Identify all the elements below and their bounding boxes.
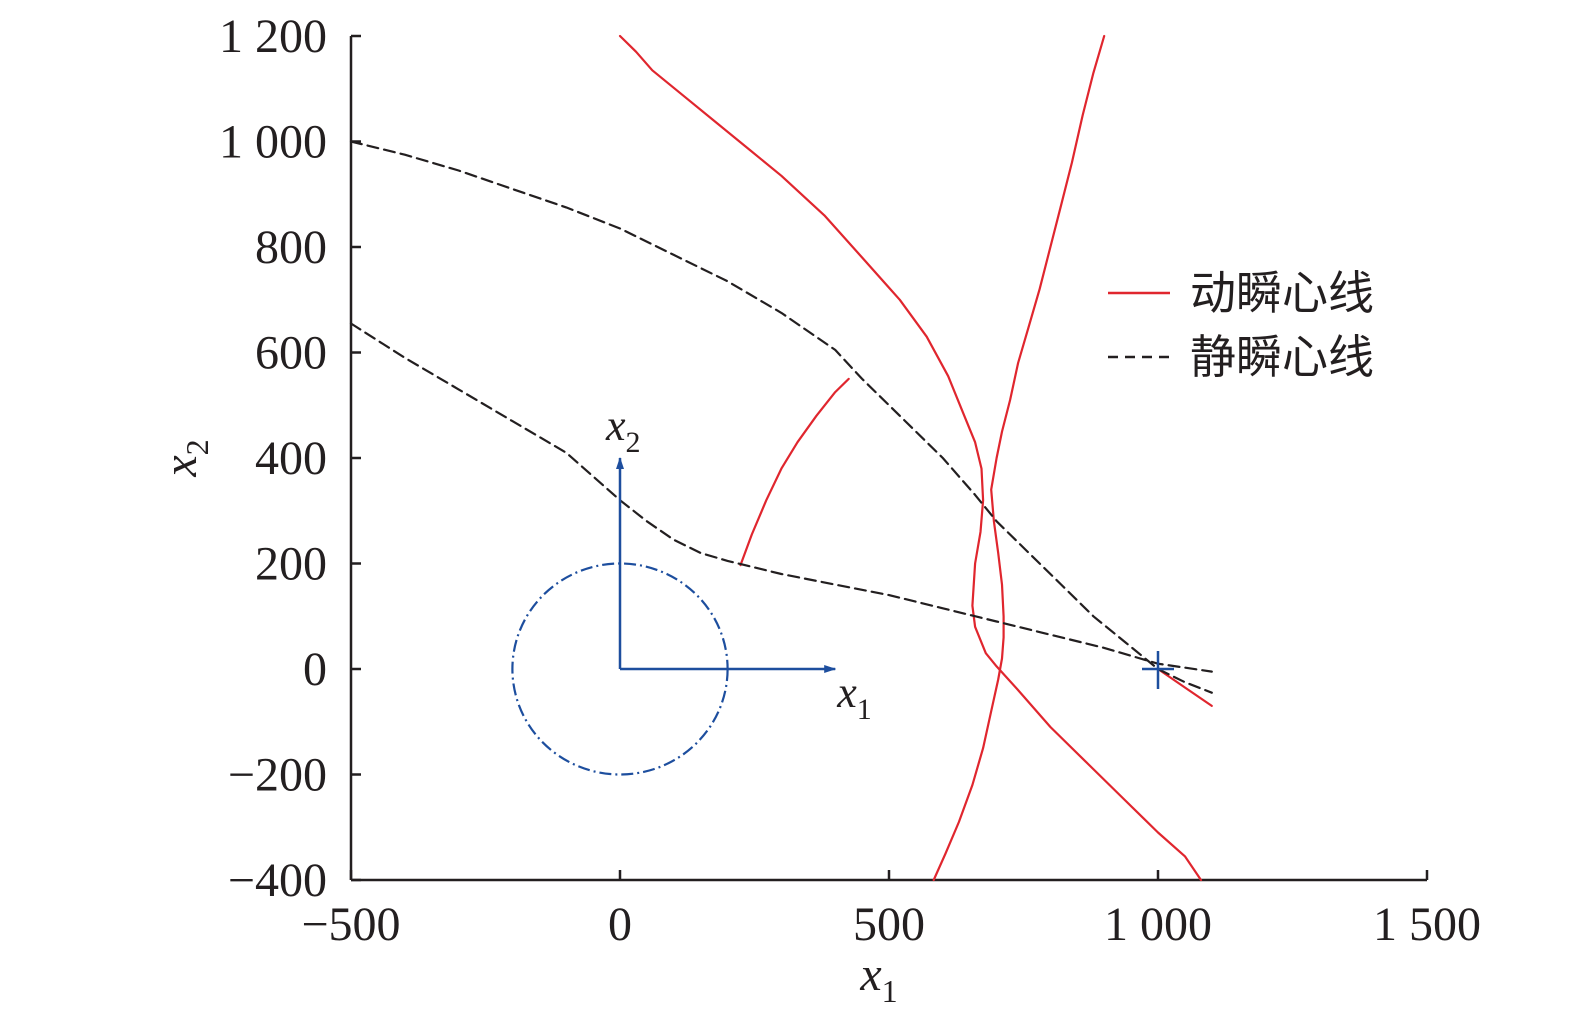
x-tick-label: 0	[608, 898, 632, 951]
inset-x-label: x1	[836, 668, 872, 726]
inset-y-label: x2	[605, 401, 641, 459]
y-tick-label: 400	[255, 432, 327, 485]
y-tick-label: 200	[255, 538, 327, 591]
moving-centrode-line-3	[1156, 667, 1213, 708]
y-tick-label: 1 000	[219, 116, 327, 169]
x-tick-label: 1 500	[1373, 898, 1481, 951]
x-axis-title: x1	[859, 948, 897, 1009]
moving-centrode-line-0	[618, 34, 1203, 882]
y-tick-label: 800	[255, 221, 327, 274]
y-tick-label: −200	[228, 749, 327, 802]
axes	[349, 36, 1427, 882]
x-tick-label: 1 000	[1104, 898, 1212, 951]
moving-centrode-line-1	[932, 34, 1106, 882]
legend: 动瞬心线 静瞬心线	[1108, 266, 1374, 384]
y-axis-title: x2	[154, 439, 215, 477]
series	[349, 34, 1213, 882]
inset-circle	[511, 562, 729, 776]
moving-centrode-line-2	[739, 377, 850, 567]
ticks: −500 0 500 1 000 1 500 −400 −200 0 200 400 600 800 1…	[219, 10, 1481, 951]
x-tick-label: 500	[853, 898, 925, 951]
x-tick-label: −500	[301, 898, 400, 951]
legend-label-dynamic: 动瞬心线	[1190, 266, 1374, 320]
static-centrode-line-5	[349, 322, 1213, 673]
y-tick-label: 0	[303, 643, 327, 696]
inset-axes: x1 x2	[511, 401, 1174, 776]
y-tick-label: 600	[255, 327, 327, 380]
static-centrode-line-4	[349, 140, 1213, 694]
y-tick-label: −400	[228, 854, 327, 907]
y-tick-label: 1 200	[219, 10, 327, 63]
legend-label-static: 静瞬心线	[1190, 330, 1374, 384]
